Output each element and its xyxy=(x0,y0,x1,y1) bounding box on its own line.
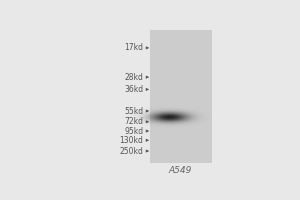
Text: 28kd: 28kd xyxy=(124,73,143,82)
Text: 95kd: 95kd xyxy=(124,127,143,136)
Text: A549: A549 xyxy=(169,166,192,175)
Text: 72kd: 72kd xyxy=(124,117,143,126)
Text: 17kd: 17kd xyxy=(124,43,143,52)
Text: 250kd: 250kd xyxy=(119,147,143,156)
Text: 55kd: 55kd xyxy=(124,107,143,116)
Bar xyxy=(150,30,212,163)
Text: 36kd: 36kd xyxy=(124,85,143,94)
Text: 130kd: 130kd xyxy=(119,136,143,145)
